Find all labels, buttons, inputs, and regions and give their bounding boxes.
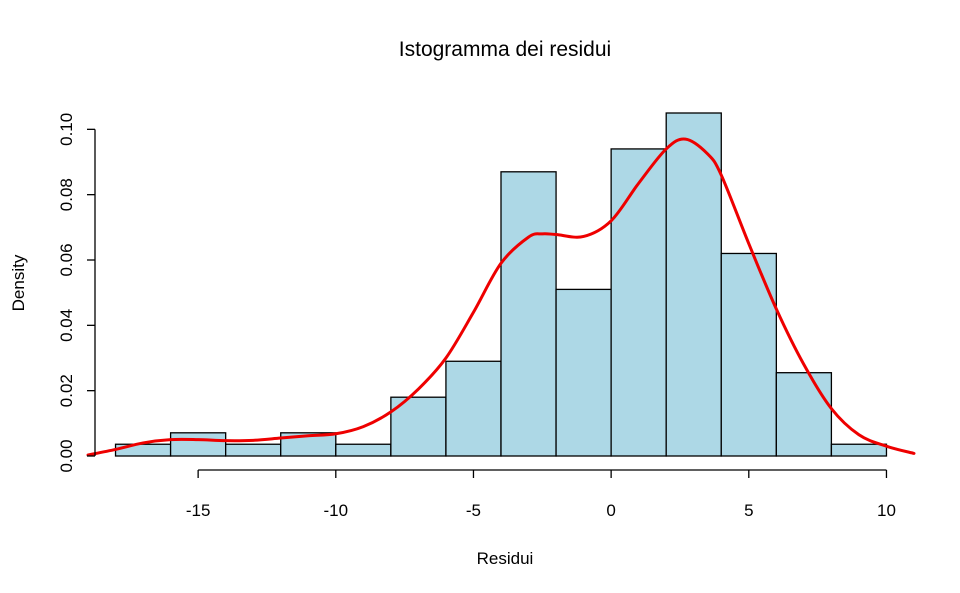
histogram-bar-12 <box>775 372 833 457</box>
histogram-bar-11 <box>720 252 777 457</box>
y-axis-label: Density <box>9 254 28 311</box>
histogram-bar-9 <box>610 148 667 457</box>
x-tick-label-3: 0 <box>606 501 615 520</box>
y-tick-label-1: 0.02 <box>57 374 76 407</box>
histogram-bar-4 <box>335 443 392 457</box>
x-tick-label-5: 10 <box>877 501 896 520</box>
x-axis-label: Residui <box>477 549 534 568</box>
y-tick-label-4: 0.08 <box>57 178 76 211</box>
density-curve-group <box>86 137 916 457</box>
histogram-bar-1 <box>169 432 227 457</box>
x-tick-label-4: 5 <box>744 501 753 520</box>
y-axis: 0.00 0.02 0.04 0.06 0.08 0.10 <box>57 113 96 473</box>
x-tick-label-2: -5 <box>466 501 481 520</box>
y-tick-label-5: 0.10 <box>57 113 76 146</box>
histogram-bar-8 <box>555 288 612 457</box>
y-tick-label-2: 0.04 <box>57 309 76 342</box>
y-tick-label-0: 0.00 <box>57 439 76 472</box>
y-tick-label-3: 0.06 <box>57 243 76 276</box>
chart-title: Istogramma dei residui <box>399 38 611 61</box>
x-tick-label-0: -15 <box>186 501 211 520</box>
x-axis: -15 -10 -5 0 5 10 <box>186 469 896 520</box>
bars-group <box>114 112 888 457</box>
histogram-bar-13 <box>830 443 888 457</box>
histogram-bar-10 <box>665 112 722 457</box>
x-tick-label-1: -10 <box>324 501 349 520</box>
histogram-bar-6 <box>445 360 502 457</box>
density-curve <box>86 137 916 457</box>
histogram-bar-2 <box>225 443 282 457</box>
histogram-bar-7 <box>500 171 557 457</box>
